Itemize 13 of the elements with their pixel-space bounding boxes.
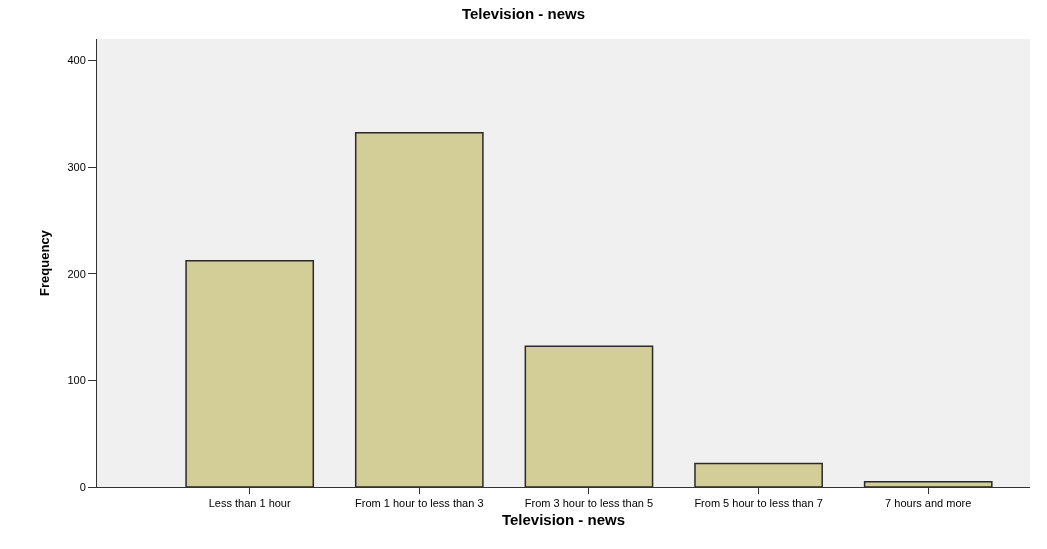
x-tick-label: Less than 1 hour — [208, 497, 291, 510]
y-tick-label: 100 — [67, 374, 86, 387]
y-tick-label: 400 — [67, 54, 86, 67]
x-tick-label: From 3 hour to less than 5 — [524, 497, 654, 510]
x-tick-label: From 1 hour to less than 3 — [355, 497, 484, 510]
y-tick-label: 200 — [67, 267, 86, 280]
y-tick-label: 0 — [79, 480, 86, 493]
y-tick-label: 300 — [67, 160, 86, 173]
chart-title: Television - news — [461, 4, 586, 22]
x-tick-label: 7 hours and more — [885, 497, 972, 510]
x-axis-title: Television - news — [501, 511, 626, 529]
x-tick-label: From 5 hour to less than 7 — [694, 497, 823, 510]
y-axis-title: Frequency — [37, 229, 53, 296]
